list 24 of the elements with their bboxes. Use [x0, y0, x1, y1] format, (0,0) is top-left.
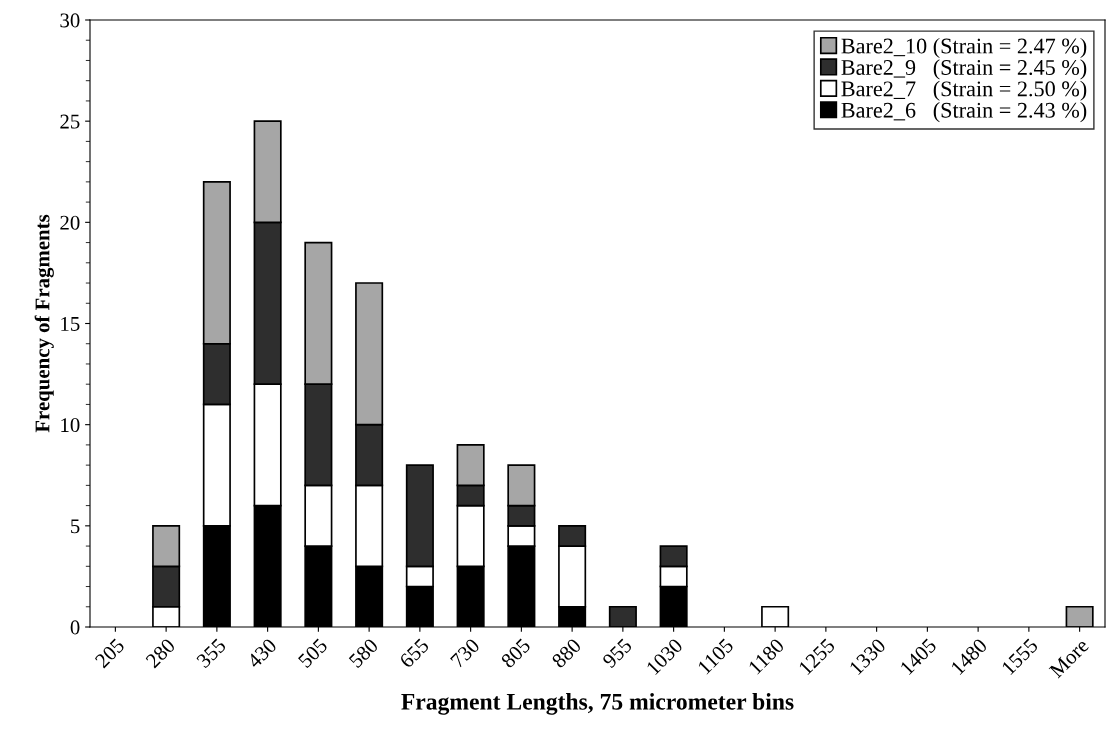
x-tick-label: 580: [348, 637, 379, 669]
legend-label: Bare2_9 (Strain = 2.45 %): [841, 59, 1087, 80]
y-axis-title: Frequency of Fragments: [34, 214, 54, 433]
y-tick-label: 30: [60, 13, 80, 28]
y-tick-label: 25: [60, 114, 80, 129]
x-tick-label: 280: [145, 637, 176, 669]
x-tick-label: 655: [398, 637, 430, 669]
y-tick-label: 15: [61, 316, 80, 331]
x-tick-label: 205: [94, 637, 126, 669]
x-tick-label: 430: [246, 637, 278, 669]
legend-label: Bare2_10 (Strain = 2.47 %): [841, 37, 1087, 59]
y-tick-label: 20: [60, 215, 80, 230]
y-tick-label: 5: [71, 519, 80, 534]
y-tick-label: 0: [70, 620, 80, 635]
x-tick-label: 955: [601, 637, 633, 669]
y-tick-label: 10: [61, 418, 80, 433]
x-tick-label: 505: [297, 637, 329, 669]
x-tick-label: 805: [500, 637, 532, 669]
x-axis-title: Fragment Lengths, 75 micrometer bins: [401, 693, 794, 715]
legend-label: Bare2_7 (Strain = 2.50 %): [841, 80, 1087, 101]
x-tick-label: 355: [195, 637, 227, 669]
legend-label: Bare2_6 (Strain = 2.43 %): [841, 102, 1087, 123]
x-tick-label: 730: [449, 637, 481, 669]
x-tick-label: 880: [551, 637, 582, 669]
